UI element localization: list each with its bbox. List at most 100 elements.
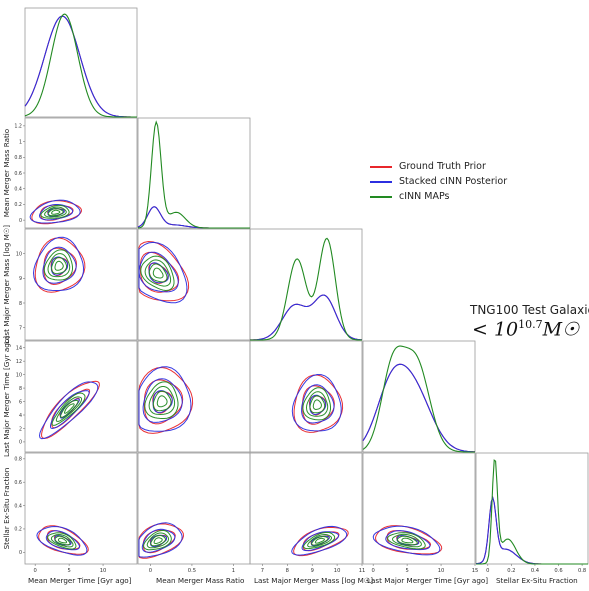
mass-prefix: < 10 [472,318,519,341]
contour-ground-truth-prior [34,237,86,293]
contour-stacked-cinn-posterior [32,236,85,291]
x-tick-label: 15 [472,568,479,574]
panel-frame [362,452,476,565]
x-tick-label: 5 [405,568,408,574]
y-tick-label: 4 [19,413,22,419]
y-tick-label: 0.8 [14,457,22,463]
x-tick-label: 10 [334,568,341,574]
contour-cinn-maps [146,532,170,549]
legend-swatch-red [370,165,392,168]
panel-frame [475,452,589,565]
contour-cinn-maps [55,396,83,422]
y-tick-label: 0 [19,218,22,224]
contour-cinn-maps [43,249,73,281]
contour-stacked-cinn-posterior [372,525,441,556]
contour-cinn-maps [148,263,168,283]
x-axis-label: Last Major Merger Mass [log M☉] [254,576,373,585]
y-tick-label: 7 [19,325,22,331]
contour-ground-truth-prior [31,200,83,225]
diag-kde-cinn-maps [24,13,137,118]
x-tick-label: 0 [486,568,489,574]
contour-ground-truth-prior [41,380,100,440]
legend-label: Stacked cINN Posterior [399,176,508,187]
contour-ground-truth-prior [38,525,89,555]
y-tick-label: 0.2 [14,202,22,208]
y-axis-label: Last Major Merger Mass [log M☉] [2,225,11,344]
y-tick-label: 14 [16,346,22,352]
x-tick-label: 9 [311,568,314,574]
x-axis-label: Mean Merger Time [Gyr ago] [28,576,132,585]
y-tick-label: 0.2 [14,527,22,533]
contour-stacked-cinn-posterior [301,531,340,552]
diag-kde-ground-truth-prior [475,495,588,565]
contour-cinn-maps [51,209,61,215]
legend-item-stacked-posterior: Stacked cINN Posterior [370,174,507,189]
contour-cinn-maps [396,535,418,546]
contour-cinn-maps [144,259,172,287]
panel-frame [362,340,476,453]
mass-cut-label: < 1010.7M☉ [472,318,579,340]
panel-frame [24,7,138,118]
contour-stacked-cinn-posterior [138,366,192,432]
panel-frame [137,228,251,341]
contour-cinn-maps [307,533,333,548]
contour-stacked-cinn-posterior [141,528,176,553]
contour-stacked-cinn-posterior [29,199,81,224]
y-axis-label: Stellar Ex-Situ Fraction [2,468,11,550]
contour-cinn-maps [312,399,322,411]
y-axis-label: Last Major Merger Time [Gyr ago] [2,336,11,457]
contour-cinn-maps [156,395,168,408]
x-tick-label: 0.8 [578,568,586,574]
y-tick-label: 6 [19,399,22,405]
x-axis-label: Mean Merger Mass Ratio [156,576,244,585]
legend: Ground Truth Prior Stacked cINN Posterio… [370,159,507,204]
contour-ground-truth-prior [293,526,349,557]
x-tick-label: 5 [67,568,70,574]
legend-swatch-green [370,195,392,198]
contour-stacked-cinn-posterior [42,246,77,284]
x-tick-label: 0 [34,568,37,574]
panel-frame [249,340,363,453]
contour-ground-truth-prior [375,525,443,555]
contour-stacked-cinn-posterior [138,251,179,293]
y-tick-label: 1.2 [14,124,22,130]
contour-cinn-maps [54,535,71,546]
x-tick-label: 0.2 [507,568,515,574]
contour-cinn-maps [44,206,67,218]
contour-stacked-cinn-posterior [138,241,188,304]
contour-cinn-maps [152,390,172,412]
panel-frame [137,340,251,453]
x-tick-label: 0.4 [531,568,540,574]
x-tick-label: 11 [359,568,366,574]
contour-cinn-maps [305,391,329,417]
y-tick-label: 8 [19,386,22,392]
panel-frame [24,452,138,565]
legend-item-ground-truth: Ground Truth Prior [370,159,507,174]
contour-cinn-maps [59,399,79,418]
contour-stacked-cinn-posterior [45,530,81,551]
diag-kde-stacked-cinn-posterior [475,495,588,565]
y-tick-label: 0.6 [14,171,22,177]
x-tick-label: 7 [261,568,264,574]
contour-ground-truth-prior [143,379,184,425]
contour-cinn-maps [152,267,164,279]
mass-exponent: 10.7 [518,318,543,331]
contour-cinn-maps [302,387,331,421]
diag-kde-cinn-maps [476,459,588,565]
contour-cinn-maps [47,208,64,217]
y-tick-label: 10 [16,372,22,378]
y-tick-label: 10 [16,251,22,257]
x-tick-label: 1 [232,568,235,574]
contour-cinn-maps [401,537,414,544]
mass-suffix: M☉ [542,318,580,341]
contour-cinn-maps [144,381,179,419]
contour-cinn-maps [303,531,336,550]
y-tick-label: 9 [19,276,22,282]
legend-item-maps: cINN MAPs [370,189,507,204]
sample-title: TNG100 Test Galaxies [470,303,589,317]
panel-frame [24,340,138,453]
x-tick-label: 0.6 [554,568,562,574]
contour-stacked-cinn-posterior [142,378,183,423]
x-axis-label: Last Major Merger Time [Gyr ago] [367,576,488,585]
